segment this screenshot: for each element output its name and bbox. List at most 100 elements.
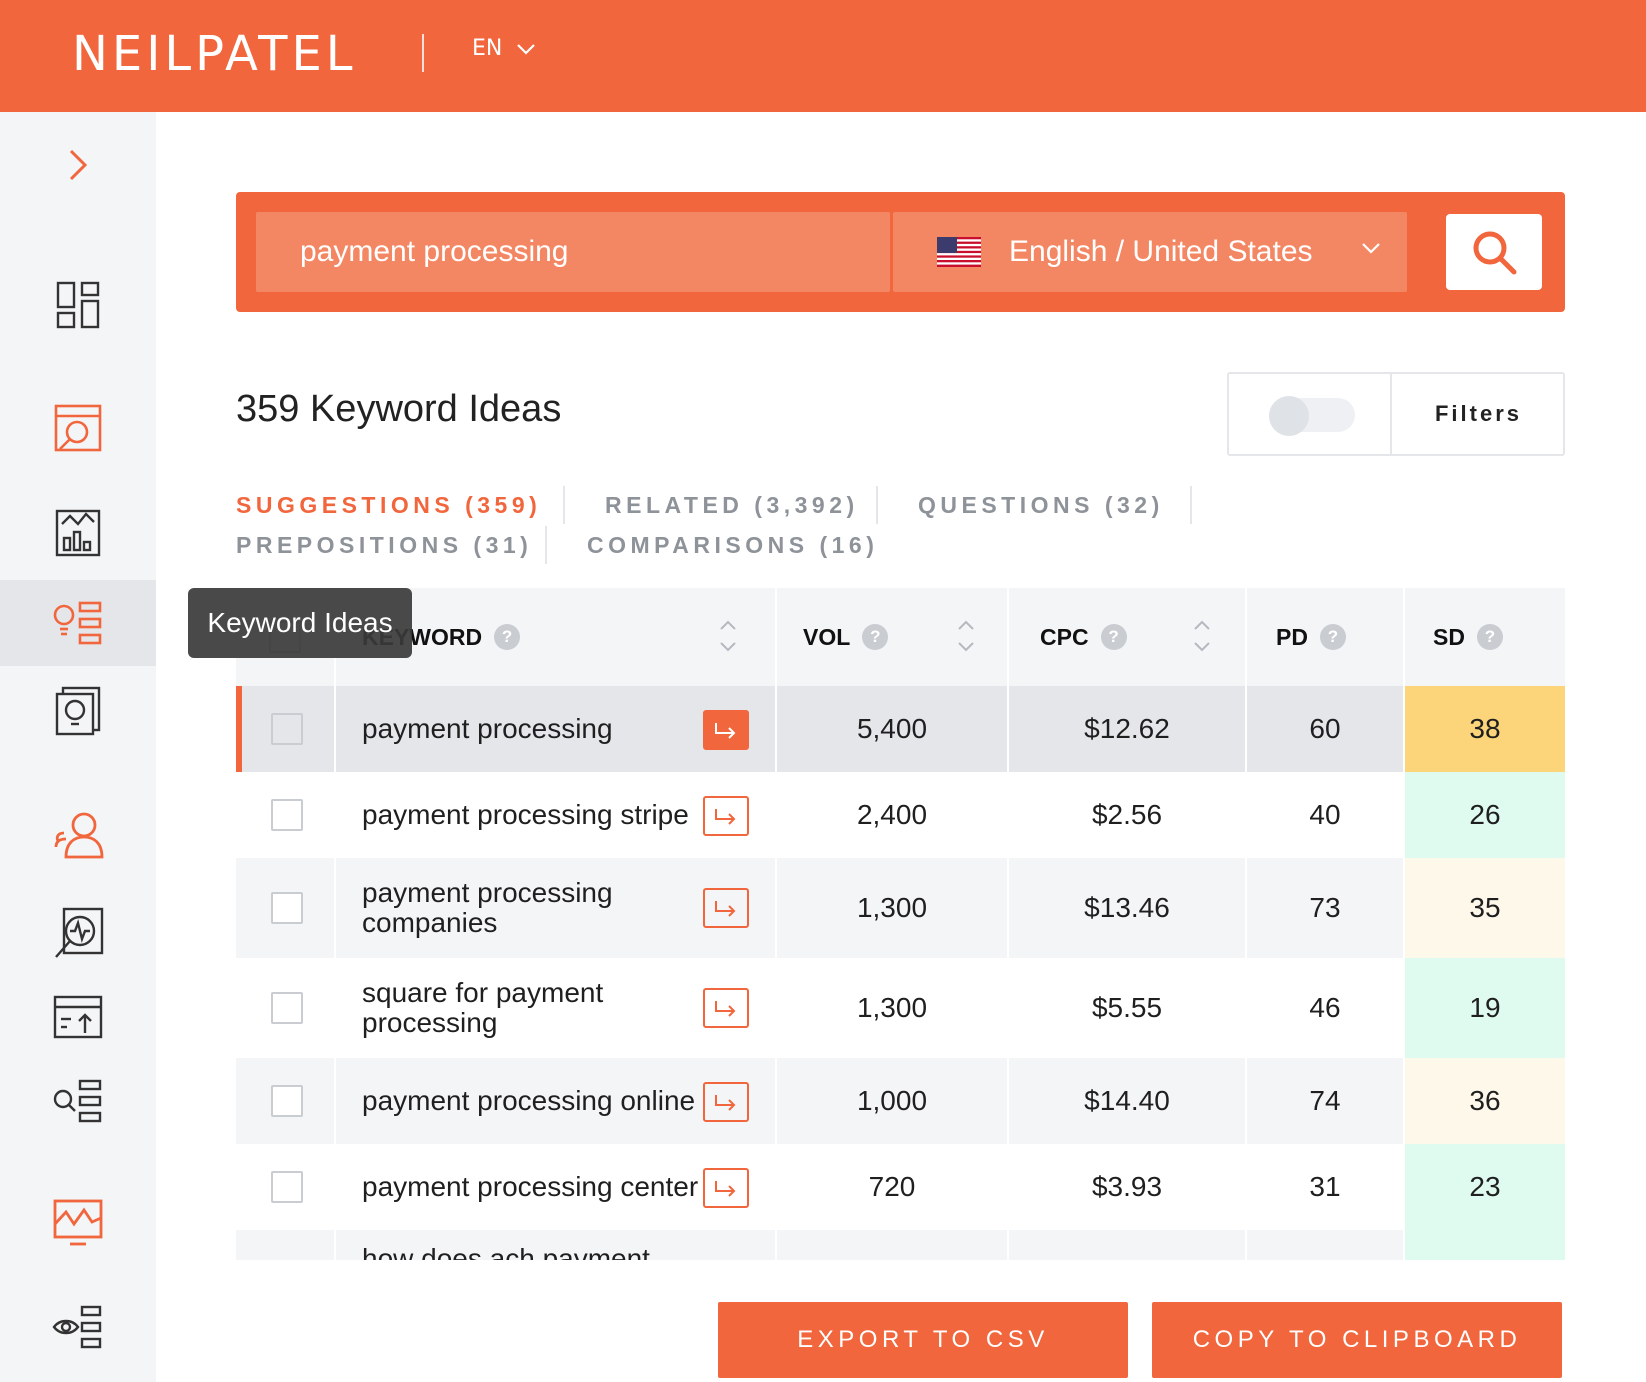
row-checkbox[interactable]	[271, 992, 303, 1024]
open-keyword-button[interactable]	[703, 1168, 749, 1208]
help-icon[interactable]: ?	[1319, 624, 1346, 650]
sidebar-item-dashboard[interactable]	[0, 262, 156, 348]
keyword-text: payment processing stripe	[362, 799, 689, 830]
language-label: EN	[472, 36, 503, 61]
sidebar-item-keyword-ideas[interactable]	[0, 580, 156, 666]
row-checkbox[interactable]	[271, 1085, 303, 1117]
site-audit-icon	[54, 404, 102, 452]
table-row[interactable]: payment processing center 720 $3.93 31 2…	[236, 1144, 1565, 1230]
sidebar-item-keyword-visibility[interactable]	[0, 1284, 156, 1370]
arrow-right-icon	[715, 1001, 736, 1017]
top-header: NEILPATEL EN	[0, 0, 1646, 112]
vol-value: 1,300	[856, 992, 928, 1023]
cpc-value: $5.55	[1091, 992, 1163, 1023]
tab-questions[interactable]: QUESTIONS (32)	[918, 492, 1164, 518]
table-row[interactable]: payment processing 5,400 $12.62 60 38	[236, 686, 1565, 772]
sidebar-tooltip: Keyword Ideas	[188, 588, 412, 658]
sidebar-item-traffic-analyzer[interactable]	[0, 490, 156, 576]
keyword-text: how does ach payment	[362, 1243, 650, 1261]
pd-value: 40	[1309, 799, 1341, 830]
cpc-value: $2.56	[1091, 799, 1163, 830]
locale-label: English / United States	[1009, 235, 1313, 268]
keyword-visibility-icon	[52, 1305, 102, 1349]
table-row[interactable]: square for payment processing 1,300 $5.5…	[236, 958, 1565, 1058]
filters-button[interactable]: Filters	[1434, 401, 1523, 426]
row-checkbox[interactable]	[271, 892, 303, 924]
backlinks-icon	[54, 812, 104, 859]
column-header-vol[interactable]: VOL ?	[803, 588, 889, 686]
sidebar-item-top-pages[interactable]	[0, 974, 156, 1060]
column-header-vol-label: VOL	[803, 623, 851, 650]
pd-value: 74	[1309, 1085, 1341, 1116]
logo[interactable]: NEILPATEL	[72, 26, 357, 82]
sort-icon[interactable]	[718, 618, 738, 654]
open-keyword-button[interactable]	[703, 710, 749, 750]
divider	[1390, 374, 1392, 454]
table-row[interactable]: how does ach payment	[236, 1230, 1565, 1260]
row-highlight	[236, 686, 242, 772]
us-flag-icon	[937, 237, 981, 267]
sidebar-expand[interactable]	[0, 122, 156, 208]
column-divider	[334, 588, 336, 1260]
sidebar-item-rank-tracker[interactable]	[0, 890, 156, 976]
pd-value: 60	[1309, 713, 1341, 744]
help-icon[interactable]: ?	[862, 624, 889, 650]
chevron-right-icon	[69, 149, 88, 181]
sidebar-item-traffic-chart[interactable]	[0, 1180, 156, 1266]
column-header-sd[interactable]: SD ?	[1433, 588, 1503, 686]
traffic-analyzer-icon	[55, 509, 101, 557]
search-input[interactable]	[256, 212, 890, 292]
help-icon[interactable]: ?	[1100, 624, 1127, 650]
language-selector[interactable]: EN	[472, 36, 536, 61]
table-row[interactable]: payment processing companies 1,300 $13.4…	[236, 858, 1565, 958]
tab-divider	[563, 486, 565, 524]
sort-icon[interactable]	[956, 618, 976, 654]
sidebar	[0, 112, 156, 1382]
tab-suggestions[interactable]: SUGGESTIONS (359)	[236, 492, 542, 518]
column-divider	[1007, 588, 1009, 1260]
tab-divider	[545, 526, 547, 564]
locale-select[interactable]: English / United States	[893, 212, 1407, 292]
column-header-pd-label: PD	[1276, 623, 1308, 650]
keyword-text: payment processing companies	[362, 877, 613, 938]
table-row[interactable]: payment processing online 1,000 $14.40 7…	[236, 1058, 1565, 1144]
vol-value: 1,300	[856, 892, 928, 923]
arrow-right-icon	[715, 1181, 736, 1197]
sd-value	[1405, 1230, 1565, 1260]
tab-divider	[1190, 486, 1192, 524]
sidebar-item-keyword-search[interactable]	[0, 1058, 156, 1144]
copy-clipboard-button[interactable]: COPY TO CLIPBOARD	[1152, 1302, 1562, 1378]
vol-value: 1,000	[856, 1085, 928, 1116]
tab-comparisons[interactable]: COMPARISONS (16)	[587, 532, 879, 558]
column-header-cpc[interactable]: CPC ?	[1040, 588, 1127, 686]
search-button[interactable]	[1446, 214, 1542, 290]
vol-value: 2,400	[856, 799, 928, 830]
keyword-ideas-icon	[53, 601, 102, 645]
sort-icon[interactable]	[1192, 618, 1212, 654]
open-keyword-button[interactable]	[703, 1082, 749, 1122]
row-checkbox[interactable]	[271, 799, 303, 831]
open-keyword-button[interactable]	[703, 888, 749, 928]
table-row[interactable]: payment processing stripe 2,400 $2.56 40…	[236, 772, 1565, 858]
help-icon[interactable]: ?	[1476, 624, 1503, 650]
keyword-text: payment processing online	[362, 1085, 696, 1116]
tab-prepositions[interactable]: PREPOSITIONS (31)	[236, 532, 533, 558]
row-checkbox[interactable]	[271, 1171, 303, 1203]
sidebar-item-content-ideas[interactable]	[0, 668, 156, 754]
rank-tracker-icon	[55, 907, 104, 958]
arrow-right-icon	[715, 723, 736, 739]
search-icon	[1473, 231, 1517, 275]
column-header-pd[interactable]: PD ?	[1276, 588, 1346, 686]
column-divider	[1403, 588, 1405, 1260]
sd-value: 36	[1405, 1058, 1565, 1144]
open-keyword-button[interactable]	[703, 988, 749, 1028]
column-divider	[1245, 588, 1247, 1260]
export-csv-button[interactable]: EXPORT TO CSV	[718, 1302, 1128, 1378]
filters-toggle[interactable]	[1269, 396, 1355, 436]
row-checkbox[interactable]	[271, 713, 303, 745]
help-icon[interactable]: ?	[494, 624, 521, 650]
sidebar-item-site-audit[interactable]	[0, 386, 156, 472]
tab-related[interactable]: RELATED (3,392)	[605, 492, 859, 518]
open-keyword-button[interactable]	[703, 796, 749, 836]
sidebar-item-backlinks[interactable]	[0, 792, 156, 878]
